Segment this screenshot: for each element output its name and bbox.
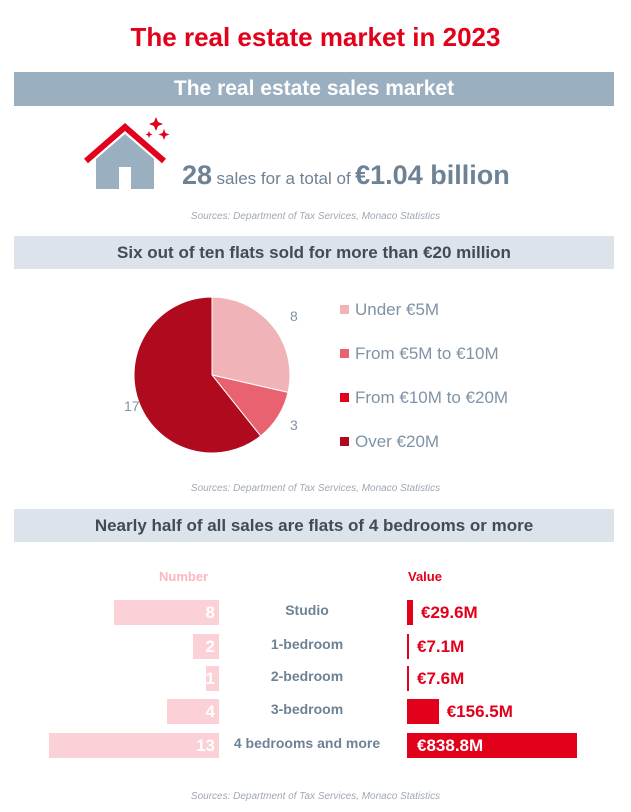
number-label: 8 [205, 603, 215, 622]
value-label: €156.5M [446, 702, 513, 721]
value-bar [407, 666, 409, 691]
category-label: 3-bedroom [270, 701, 344, 717]
legend-item: From €5M to €10M [340, 344, 499, 364]
value-column-header: Value [408, 569, 442, 584]
value-label: €7.6M [417, 669, 465, 688]
total-value: €1.04 billion [355, 160, 510, 190]
sparkle-icon [145, 117, 170, 140]
category-label: Studio [285, 602, 329, 618]
legend-swatch [340, 437, 349, 446]
number-bar [166, 699, 219, 724]
number-bar [192, 634, 219, 659]
pie-section-banner: Six out of ten flats sold for more than … [14, 236, 614, 269]
house-illustration [84, 117, 170, 189]
category-label: 2-bedroom [270, 668, 344, 684]
page-title: The real estate market in 2023 [130, 22, 501, 52]
source-note: Sources: Department of Tax Services, Mon… [190, 791, 441, 802]
sales-text: sales for a total of [216, 169, 351, 188]
category-label: 1-bedroom [270, 636, 344, 652]
source-note: Sources: Department of Tax Services, Mon… [190, 483, 441, 494]
house-icon [84, 123, 166, 189]
pie-slice-4 [133, 296, 262, 454]
sales-count: 28 [182, 160, 213, 190]
bedrooms-section-banner: Nearly half of all sales are flats of 4 … [14, 509, 614, 542]
source-note: Sources: Department of Tax Services, Mon… [190, 211, 441, 222]
legend-swatch [340, 393, 349, 402]
number-label: 4 [205, 702, 215, 721]
sales-headline: 28 sales for a total of €1.04 billion [182, 160, 510, 191]
pie-value-label: 8 [290, 308, 298, 324]
value-bar [407, 600, 413, 625]
legend-item: Under €5M [340, 300, 439, 320]
legend-item: From €10M to €20M [340, 388, 508, 408]
legend-label: From €5M to €10M [355, 344, 499, 363]
legend-label: From €10M to €20M [355, 388, 509, 407]
value-bar [407, 699, 439, 724]
legend-label: Over €20M [355, 432, 440, 451]
legend-swatch [340, 305, 349, 314]
pie-value-label: 17 [124, 398, 140, 414]
sales-market-banner: The real estate sales market [14, 72, 614, 106]
legend-item: Over €20M [340, 432, 439, 452]
number-label: 2 [205, 637, 215, 656]
legend-swatch [340, 349, 349, 358]
number-bar [205, 666, 219, 691]
number-column-header: Number [159, 569, 209, 584]
legend-label: Under €5M [355, 300, 440, 319]
number-label: 13 [196, 736, 215, 755]
value-label: €29.6M [420, 603, 478, 622]
number-bar [114, 600, 219, 625]
number-bar [49, 733, 219, 758]
value-bar [407, 634, 409, 659]
number-label: 1 [205, 669, 215, 688]
price-pie-chart: 8 3 17 [124, 296, 298, 454]
pie-slice-1 [211, 296, 291, 393]
value-bar [407, 733, 577, 758]
value-label: €838.8M [417, 736, 484, 755]
category-label: 4 bedrooms and more [233, 735, 381, 751]
value-label: €7.1M [417, 637, 465, 656]
pie-value-label: 3 [290, 417, 298, 433]
